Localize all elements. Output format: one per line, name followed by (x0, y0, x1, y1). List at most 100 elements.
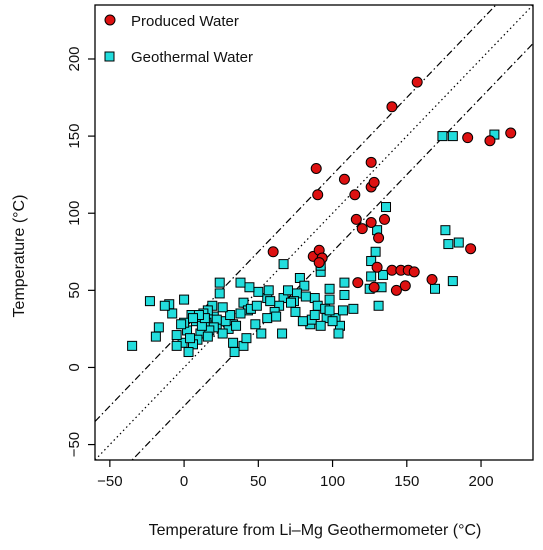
geothermal-water-point (271, 311, 282, 322)
legend: Produced Water Geothermal Water (104, 13, 253, 66)
geothermal-water-point (430, 283, 441, 294)
produced-water-point (379, 213, 391, 225)
produced-water-point (386, 101, 398, 113)
produced-water-point (338, 173, 350, 185)
geothermal-water-point (235, 277, 246, 288)
geothermal-water-point (339, 277, 350, 288)
produced-water-point (312, 189, 324, 201)
geothermal-water-point (300, 291, 311, 302)
legend-produced-water-marker (104, 14, 116, 26)
produced-water-point (390, 284, 402, 296)
produced-water-point (368, 176, 380, 188)
geothermal-water-point (283, 285, 294, 296)
geothermal-water-point (241, 333, 252, 344)
geothermal-water-point (235, 308, 246, 319)
geothermal-water-point (373, 300, 384, 311)
x-tick-label: 50 (250, 473, 267, 490)
geothermal-water-point (262, 313, 273, 324)
geothermal-water-point (171, 330, 182, 341)
geothermal-water-point (150, 331, 161, 342)
geothermal-water-point (337, 305, 348, 316)
geothermal-water-point (256, 328, 267, 339)
geothermal-water-point (327, 316, 338, 327)
produced-water-point (505, 127, 517, 139)
geothermal-water-point (176, 319, 187, 330)
geothermal-water-point (183, 347, 194, 358)
geothermal-water-point (217, 302, 228, 313)
produced-water-point (313, 257, 325, 269)
geothermal-water-point (171, 340, 182, 351)
produced-water-point (408, 266, 420, 278)
legend-produced-water-label: Produced Water (131, 13, 239, 30)
geothermal-water-point (263, 285, 274, 296)
axis-ticks: −50 0 50 100 150 200 −50 0 50 100 150 200 (66, 46, 494, 490)
geothermal-water-point (228, 337, 239, 348)
produced-water-point (349, 189, 361, 201)
geothermal-water-point (244, 282, 255, 293)
reference-line (131, 43, 533, 460)
geothermal-water-point (202, 331, 213, 342)
produced-water-point (371, 261, 383, 273)
geothermal-water-point (159, 300, 170, 311)
legend-geothermal-water-marker (104, 51, 115, 62)
geothermal-water-point (443, 239, 454, 250)
y-tick-label: 0 (66, 363, 83, 371)
geothermal-water-point (297, 316, 308, 327)
geothermal-water-point (250, 319, 261, 330)
geothermal-water-point (447, 131, 458, 142)
x-tick-label: −50 (97, 473, 122, 490)
reference-line (95, 5, 533, 460)
geothermal-water-point (324, 305, 335, 316)
geothermal-water-point (370, 246, 381, 257)
geothermal-water-point (265, 296, 276, 307)
geothermal-water-point (324, 294, 335, 305)
produced-water-point (267, 246, 279, 258)
produced-water-point (352, 277, 364, 289)
produced-water-point (365, 156, 377, 168)
geothermal-water-point (453, 237, 464, 248)
x-tick-label: 0 (180, 473, 188, 490)
plot-frame (94, 4, 534, 461)
geothermal-water-point (277, 328, 288, 339)
y-axis-label: Temperature (°C) (11, 195, 28, 318)
produced-water-point (310, 162, 322, 174)
produced-water-point (350, 213, 362, 225)
geothermal-water-point (127, 340, 138, 351)
geothermal-water-point (225, 310, 236, 321)
produced-water-point (484, 135, 496, 147)
legend-geothermal-water-label: Geothermal Water (131, 49, 253, 66)
x-tick-label: 200 (469, 473, 494, 490)
geothermal-water-point (229, 347, 240, 358)
geothermal-water-point (179, 294, 190, 305)
geothermal-water-point (437, 131, 448, 142)
geothermal-water-point (187, 313, 198, 324)
produced-water-point (368, 281, 380, 293)
geothermal-water-point (447, 276, 458, 287)
y-tick-label: 150 (66, 124, 83, 149)
geothermal-water-point (324, 283, 335, 294)
geothermal-water-point (366, 256, 377, 267)
geothermal-water-point (366, 271, 377, 282)
geothermal-water-point (299, 280, 310, 291)
geothermal-water-point (185, 333, 196, 344)
geothermal-water-point (278, 259, 289, 270)
geothermal-water-point (153, 322, 164, 333)
data-points (127, 76, 517, 358)
produced-water-point (399, 280, 411, 292)
produced-water-point (426, 274, 438, 286)
geothermal-water-point (217, 328, 228, 339)
geothermal-water-point (348, 303, 359, 314)
geothermal-water-point (378, 269, 389, 280)
produced-water-point (465, 243, 477, 255)
produced-water-point (411, 76, 423, 88)
x-tick-label: 150 (394, 473, 419, 490)
geothermal-water-point (381, 202, 392, 213)
geothermal-water-point (440, 225, 451, 236)
produced-water-point (356, 223, 368, 235)
x-tick-label: 100 (320, 473, 345, 490)
geothermal-water-point (285, 297, 296, 308)
geothermal-water-point (251, 300, 262, 311)
y-tick-label: 100 (66, 201, 83, 226)
geothermal-water-point (309, 310, 320, 321)
